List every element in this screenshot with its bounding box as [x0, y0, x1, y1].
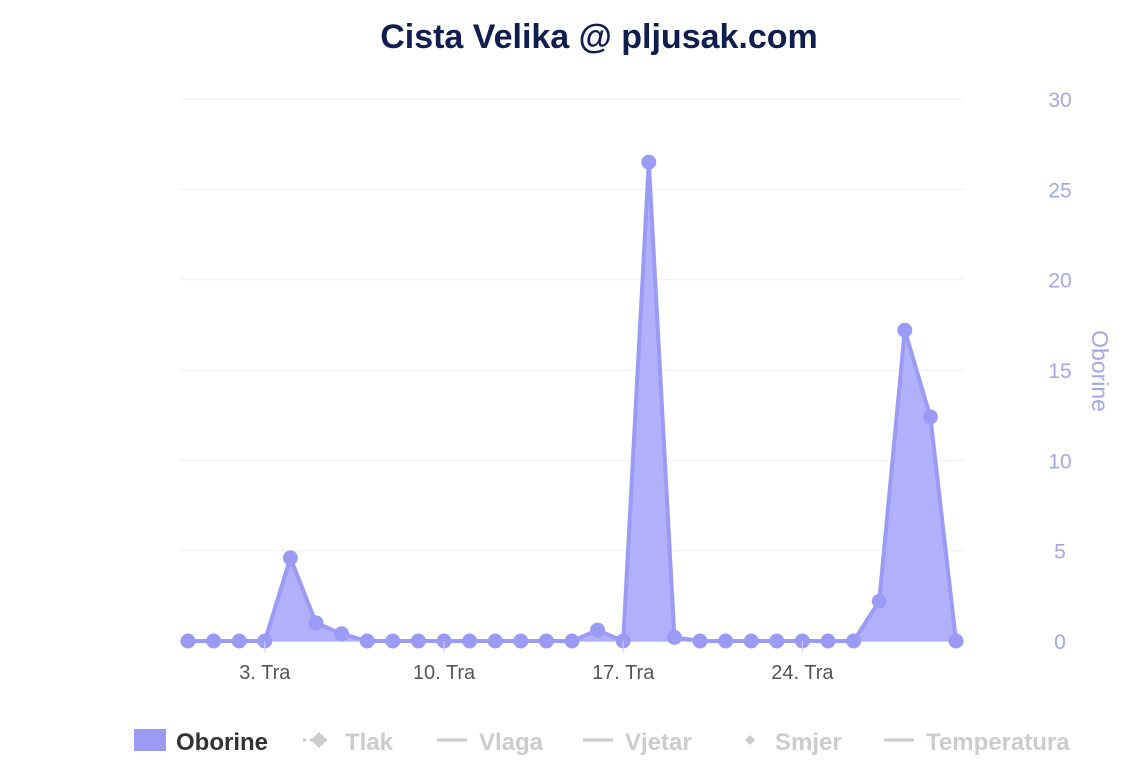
legend-swatch-icon	[134, 729, 166, 751]
legend-item-vjetar[interactable]: Vjetar	[583, 729, 692, 756]
legend-diamond-icon	[745, 735, 755, 745]
data-point[interactable]	[641, 154, 657, 170]
data-point[interactable]	[462, 633, 478, 649]
legend-label: Temperatura	[926, 729, 1070, 756]
series-line-oborine	[188, 160, 958, 643]
x-tick-label: 17. Tra	[592, 662, 655, 684]
data-point[interactable]	[846, 633, 862, 649]
y-tick-label: 25	[1048, 179, 1071, 202]
data-point[interactable]	[231, 633, 247, 649]
y-tick-label: 20	[1048, 270, 1071, 293]
data-point[interactable]	[538, 633, 554, 649]
legend-item-temperatura[interactable]: Temperatura	[884, 729, 1070, 756]
data-point[interactable]	[385, 633, 401, 649]
data-point[interactable]	[948, 633, 964, 649]
data-point[interactable]	[334, 626, 350, 642]
series-points-layer	[180, 154, 964, 649]
chart-title: Cista Velika @ pljusak.com	[380, 18, 818, 56]
legend: Oborine Tlak Vlaga Vjetar Smjer Temperatura	[134, 729, 1070, 756]
data-point[interactable]	[922, 409, 938, 425]
legend-item-vlaga[interactable]: Vlaga	[437, 729, 544, 756]
data-point[interactable]	[180, 633, 196, 649]
legend-item-oborine[interactable]: Oborine	[134, 729, 268, 756]
data-point[interactable]	[359, 633, 375, 649]
data-point[interactable]	[718, 633, 734, 649]
data-point[interactable]	[666, 629, 682, 645]
y-tick-label: 5	[1054, 541, 1066, 564]
y-tick-label: 30	[1048, 89, 1071, 112]
x-tick-label: 24. Tra	[771, 662, 834, 684]
x-tick-label: 10. Tra	[413, 662, 476, 684]
data-point[interactable]	[564, 633, 580, 649]
data-point[interactable]	[897, 322, 913, 338]
y-axis-title: Oborine	[1087, 330, 1113, 412]
data-point[interactable]	[282, 550, 298, 566]
data-point[interactable]	[206, 633, 222, 649]
y-tick-label: 10	[1048, 450, 1071, 473]
legend-label: Tlak	[345, 729, 394, 756]
data-point[interactable]	[513, 633, 529, 649]
data-point[interactable]	[820, 633, 836, 649]
legend-label: Vlaga	[479, 729, 544, 756]
series-area-oborine	[188, 162, 956, 641]
y-axis: 0 5 10 15 20 25 30	[1048, 89, 1071, 654]
legend-diamond-icon	[311, 732, 327, 748]
data-point[interactable]	[769, 633, 785, 649]
y-tick-label: 15	[1048, 360, 1071, 383]
data-point[interactable]	[410, 633, 426, 649]
legend-item-tlak[interactable]: Tlak	[303, 729, 394, 756]
legend-label: Vjetar	[625, 729, 692, 756]
legend-label: Oborine	[176, 729, 268, 756]
data-point[interactable]	[590, 622, 606, 638]
data-point[interactable]	[487, 633, 503, 649]
legend-label: Smjer	[775, 729, 842, 756]
data-point[interactable]	[871, 593, 887, 609]
data-point[interactable]	[692, 633, 708, 649]
legend-item-smjer[interactable]: Smjer	[745, 729, 842, 756]
data-point[interactable]	[308, 615, 324, 631]
data-point[interactable]	[743, 633, 759, 649]
x-tick-label: 3. Tra	[239, 662, 291, 684]
x-axis: 3. Tra 10. Tra 17. Tra 24. Tra	[239, 641, 834, 684]
y-tick-label: 0	[1054, 631, 1066, 654]
series-area-layer	[188, 160, 958, 643]
